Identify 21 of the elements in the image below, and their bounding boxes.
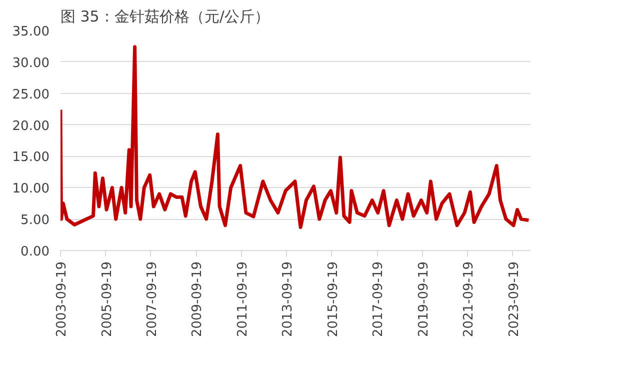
x-tick-label: 2005-09-19 bbox=[100, 261, 115, 338]
x-tick-label: 2013-09-19 bbox=[280, 261, 296, 338]
x-tick-label: 2017-09-19 bbox=[371, 261, 386, 338]
y-tick-label: 0.00 bbox=[20, 244, 50, 260]
x-tick-label: 2003-09-19 bbox=[54, 261, 70, 338]
y-tick-label: 20.00 bbox=[12, 118, 50, 134]
x-tick-label: 2023-09-19 bbox=[506, 261, 522, 338]
chart-title: 图 35：金针菇价格（元/公斤） bbox=[60, 8, 270, 26]
x-tick-label: 2021-09-19 bbox=[462, 261, 477, 338]
x-tick-label: 2009-09-19 bbox=[190, 261, 206, 338]
y-tick-label: 10.00 bbox=[12, 182, 50, 197]
y-tick-label: 5.00 bbox=[20, 213, 50, 228]
y-tick-label: 30.00 bbox=[12, 56, 50, 71]
y-tick-label: 25.00 bbox=[12, 87, 50, 102]
x-tick-label: 2015-09-19 bbox=[326, 261, 341, 338]
line-series bbox=[60, 45, 530, 229]
x-tick-label: 2019-09-19 bbox=[416, 261, 432, 338]
y-tick-label: 35.00 bbox=[12, 24, 50, 40]
x-tick-label: 2011-09-19 bbox=[235, 261, 250, 338]
x-tick-label: 2007-09-19 bbox=[144, 261, 160, 338]
y-tick-label: 15.00 bbox=[12, 150, 50, 166]
